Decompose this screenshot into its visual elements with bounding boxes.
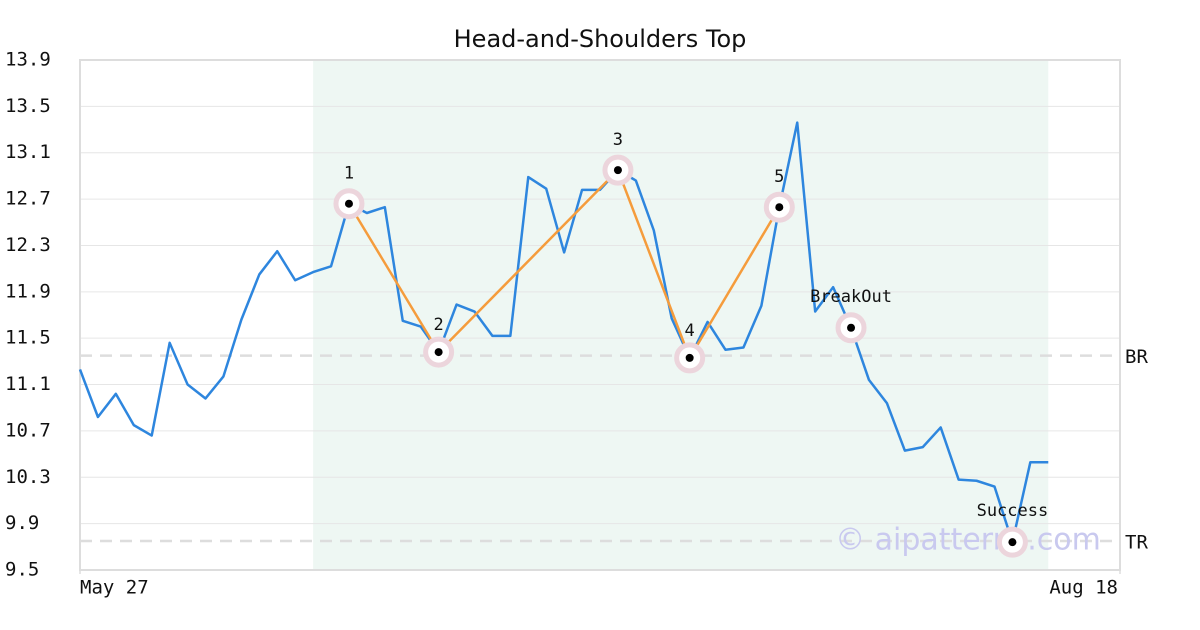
plot-border xyxy=(79,59,1121,571)
point-label: BreakOut xyxy=(810,287,892,307)
point-label: 5 xyxy=(774,167,784,187)
point-dot xyxy=(434,348,443,357)
point-dot xyxy=(847,323,856,332)
y-tick-label: 12.7 xyxy=(5,188,51,210)
level-label: TR xyxy=(1125,532,1148,554)
y-tick-label: 11.1 xyxy=(5,373,51,395)
x-tick-label: Aug 18 xyxy=(1049,577,1118,599)
chart-title: Head-and-Shoulders Top xyxy=(454,25,747,53)
y-tick-label: 13.5 xyxy=(5,95,51,117)
point-label: Success xyxy=(977,501,1049,521)
watermark: © aipatterns.com xyxy=(835,523,1101,558)
pattern-region xyxy=(313,60,1049,570)
y-tick-label: 10.7 xyxy=(5,419,51,441)
y-tick-label: 9.5 xyxy=(5,559,39,581)
point-label: 4 xyxy=(685,321,695,341)
point-dot xyxy=(775,203,784,212)
point-dot xyxy=(613,166,622,175)
level-label: BR xyxy=(1125,346,1148,368)
price-line xyxy=(78,121,1049,544)
y-tick-label: 13.1 xyxy=(5,141,51,163)
y-tick-label: 9.9 xyxy=(5,512,39,534)
point-dot xyxy=(344,199,353,208)
point-dot xyxy=(685,353,694,362)
y-tick-label: 10.3 xyxy=(5,466,51,488)
point-label: 2 xyxy=(433,315,443,335)
point-label: 3 xyxy=(613,130,623,150)
point-label: 1 xyxy=(344,164,354,184)
y-tick-label: 13.9 xyxy=(5,49,51,71)
x-tick-label: May 27 xyxy=(80,577,149,599)
point-dot xyxy=(1008,538,1017,547)
y-tick-label: 11.9 xyxy=(5,280,51,302)
y-tick-label: 11.5 xyxy=(5,327,51,349)
y-tick-label: 12.3 xyxy=(5,234,51,256)
